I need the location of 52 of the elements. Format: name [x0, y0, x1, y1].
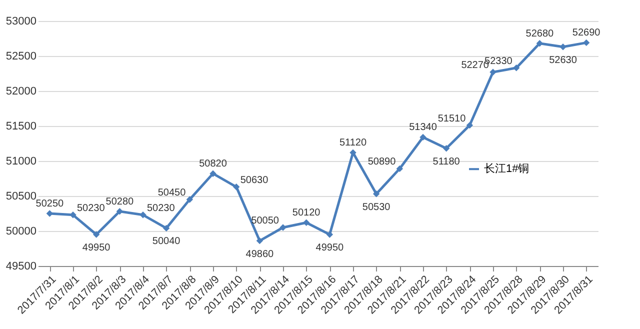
data-label: 51340 [409, 122, 438, 134]
y-tick-label: 49500 [6, 260, 36, 272]
data-label: 50280 [106, 196, 134, 208]
data-label: 49950 [316, 242, 344, 254]
point [420, 134, 426, 141]
y-tick-label: 51500 [6, 120, 36, 132]
data-label: 49860 [246, 248, 274, 260]
point [232, 184, 240, 190]
data-label: 52680 [526, 28, 554, 40]
point [396, 165, 404, 172]
point [116, 208, 124, 215]
point [210, 170, 216, 177]
y-tick-label: 52000 [6, 86, 36, 98]
legend-label: 长江1#铜 [484, 162, 530, 176]
y-tick-label: 50500 [6, 190, 36, 202]
point [582, 39, 590, 46]
data-label: 51180 [432, 156, 460, 168]
y-tick-label: 51000 [6, 156, 36, 168]
data-label: 49950 [82, 242, 111, 254]
point [256, 237, 264, 244]
data-label: 50250 [36, 198, 64, 210]
y-tick-label: 52500 [6, 50, 36, 62]
point [280, 224, 286, 231]
data-label: 50630 [240, 174, 269, 186]
point [162, 224, 170, 232]
point [466, 122, 474, 129]
y-tick-label: 53000 [6, 16, 36, 28]
data-label: 50820 [199, 158, 228, 170]
data-label: 52630 [549, 54, 578, 66]
point [92, 231, 100, 238]
point [140, 212, 146, 218]
data-label: 50230 [77, 202, 106, 214]
data-label: 50450 [158, 188, 186, 198]
y-tick-label: 50000 [6, 226, 36, 238]
point [512, 64, 520, 72]
data-label: 52690 [572, 28, 601, 39]
point [70, 212, 76, 218]
data-label: 50120 [292, 208, 321, 219]
data-label: 51120 [339, 138, 367, 149]
point [372, 190, 380, 198]
point [536, 40, 544, 47]
data-label: 50530 [362, 202, 391, 213]
point [490, 68, 496, 76]
data-label: 50890 [368, 156, 396, 168]
data-label: 50230 [147, 202, 176, 214]
point [326, 231, 334, 238]
data-label: 50040 [152, 236, 181, 248]
point [186, 196, 194, 203]
data-label: 51510 [438, 113, 466, 124]
point [560, 44, 566, 50]
point [302, 219, 310, 226]
point [442, 145, 450, 152]
